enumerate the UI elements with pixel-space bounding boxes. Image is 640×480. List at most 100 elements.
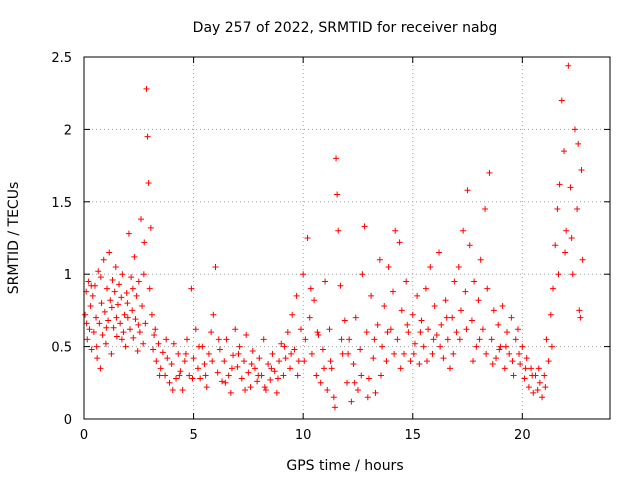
- data-point: [106, 249, 113, 256]
- axis-ticks: 0 5 10 15 20 0 0.5 1 1.5 2 2.5: [51, 51, 610, 443]
- data-point: [82, 311, 89, 318]
- data-point: [509, 358, 516, 365]
- data-point: [159, 349, 166, 356]
- data-point: [414, 292, 421, 299]
- data-point: [501, 365, 508, 372]
- data-point: [420, 343, 427, 350]
- data-point: [477, 256, 484, 263]
- data-point: [571, 126, 578, 133]
- data-point: [156, 372, 163, 379]
- data-point: [95, 268, 102, 275]
- data-point: [499, 303, 506, 310]
- data-point: [379, 343, 386, 350]
- data-point: [235, 350, 242, 357]
- data-point: [364, 394, 371, 401]
- y-tick-label: 1.5: [51, 196, 72, 211]
- data-point: [384, 329, 391, 336]
- data-point: [89, 292, 96, 299]
- data-point: [352, 314, 359, 321]
- data-point: [262, 387, 269, 394]
- data-point: [107, 297, 114, 304]
- data-point: [294, 372, 301, 379]
- data-point: [238, 375, 245, 382]
- data-point: [319, 346, 326, 353]
- data-point: [411, 340, 418, 347]
- data-point: [260, 336, 267, 343]
- data-point: [334, 191, 341, 198]
- data-point: [93, 343, 100, 350]
- data-point: [131, 253, 138, 260]
- data-point: [390, 288, 397, 295]
- data-point: [247, 384, 254, 391]
- data-point: [85, 278, 92, 285]
- data-point: [489, 360, 496, 367]
- data-point: [409, 311, 416, 318]
- data-point: [291, 346, 298, 353]
- data-point: [268, 365, 275, 372]
- data-point: [550, 285, 557, 292]
- data-point: [370, 355, 377, 362]
- data-point: [315, 332, 322, 339]
- data-point: [514, 326, 521, 333]
- data-point: [455, 263, 462, 270]
- data-point: [381, 303, 388, 310]
- data-point: [350, 360, 357, 367]
- y-tick-label: 0: [64, 413, 72, 428]
- data-point: [181, 358, 188, 365]
- data-point: [118, 294, 125, 301]
- data-point: [210, 311, 217, 318]
- data-point: [451, 278, 458, 285]
- data-point: [295, 358, 302, 365]
- data-point: [168, 360, 175, 367]
- data-point: [166, 379, 173, 386]
- data-point: [256, 355, 263, 362]
- data-point: [447, 365, 454, 372]
- data-point: [234, 363, 241, 370]
- data-point: [371, 336, 378, 343]
- data-point: [120, 329, 127, 336]
- data-point: [542, 384, 549, 391]
- data-point: [404, 321, 411, 328]
- data-point: [327, 358, 334, 365]
- data-point: [203, 384, 210, 391]
- data-point: [243, 332, 250, 339]
- data-point: [83, 320, 90, 327]
- data-point: [512, 336, 519, 343]
- data-point: [248, 360, 255, 367]
- data-point: [307, 285, 314, 292]
- data-point: [558, 97, 565, 104]
- data-point: [397, 365, 404, 372]
- data-point: [97, 365, 104, 372]
- data-point: [155, 340, 162, 347]
- data-point: [134, 347, 141, 354]
- data-point: [162, 372, 169, 379]
- data-point: [175, 350, 182, 357]
- data-point: [503, 329, 510, 336]
- data-point: [205, 350, 212, 357]
- data-point: [314, 329, 321, 336]
- data-point: [261, 384, 268, 391]
- x-tick-label: 0: [80, 428, 88, 443]
- x-tick-label: 5: [189, 428, 197, 443]
- data-point: [86, 326, 93, 333]
- data-point: [240, 358, 247, 365]
- data-point: [417, 329, 424, 336]
- data-point: [297, 326, 304, 333]
- data-point: [90, 329, 97, 336]
- data-point: [88, 346, 95, 353]
- data-point: [289, 311, 296, 318]
- data-point: [306, 314, 313, 321]
- data-point: [170, 340, 177, 347]
- data-point: [129, 307, 136, 314]
- data-point: [555, 271, 562, 278]
- data-point: [129, 285, 136, 292]
- data-point: [460, 227, 467, 234]
- y-tick-label: 1: [64, 268, 72, 283]
- x-tick-label: 20: [514, 428, 531, 443]
- data-point: [476, 336, 483, 343]
- data-point: [192, 326, 199, 333]
- data-point: [173, 375, 180, 382]
- data-point: [151, 332, 158, 339]
- data-point: [287, 365, 294, 372]
- data-point: [169, 387, 176, 394]
